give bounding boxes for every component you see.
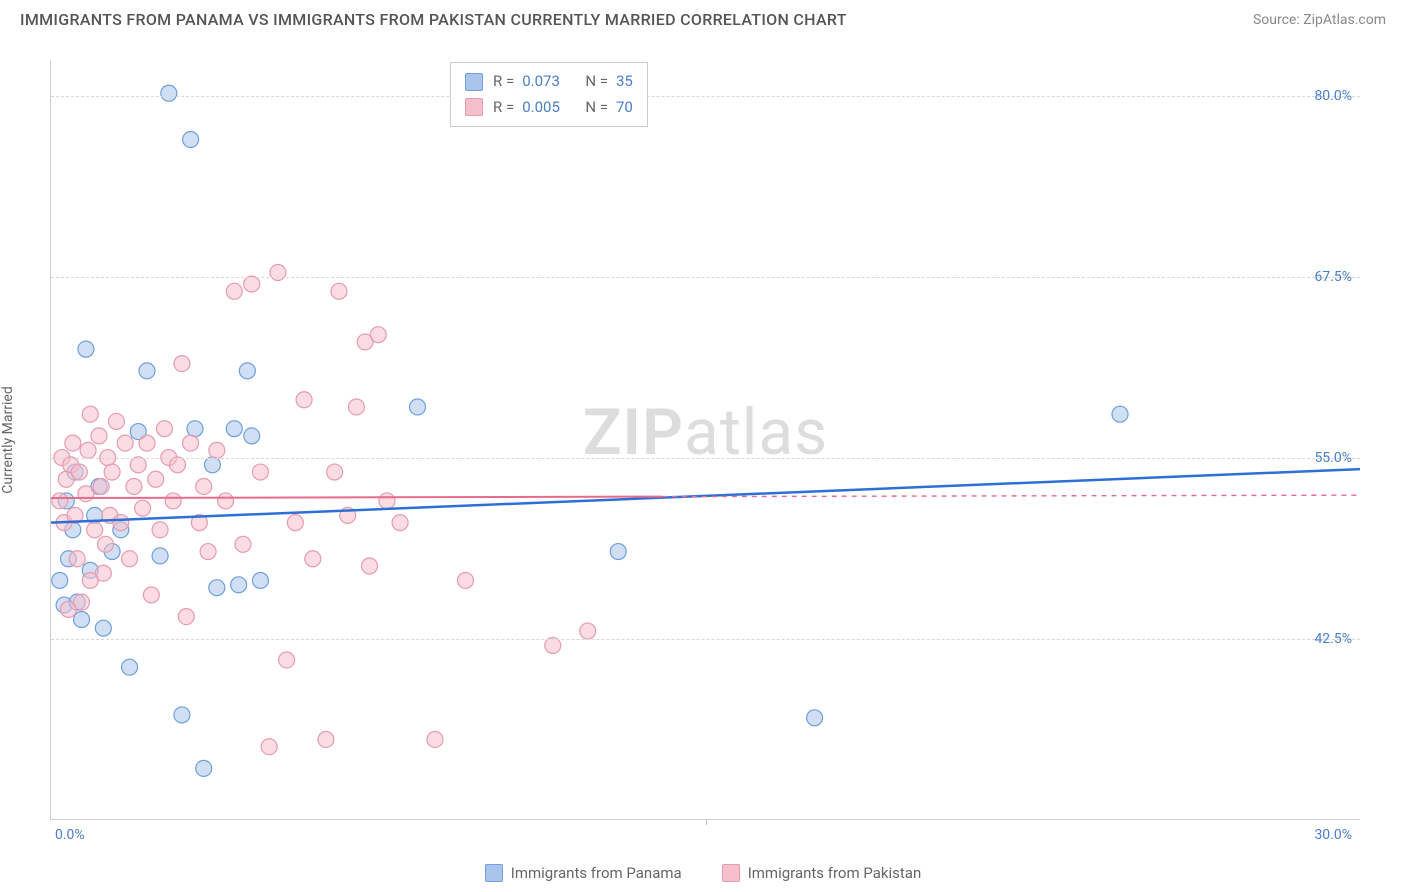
data-point [161, 85, 177, 101]
y-tick-label: 80.0% [1314, 88, 1352, 104]
y-tick-label: 42.5% [1314, 631, 1352, 647]
data-point [170, 457, 186, 473]
data-point [65, 435, 81, 451]
chart-title: IMMIGRANTS FROM PANAMA VS IMMIGRANTS FRO… [20, 10, 847, 29]
data-point [296, 392, 312, 408]
data-point [244, 276, 260, 292]
data-point [108, 413, 124, 429]
data-point [165, 493, 181, 509]
data-point [287, 515, 303, 531]
data-point [126, 478, 142, 494]
data-point [209, 442, 225, 458]
data-point [122, 551, 138, 567]
data-point [139, 435, 155, 451]
data-point [104, 464, 120, 480]
data-point [183, 132, 199, 148]
data-point [196, 760, 212, 776]
data-point [139, 363, 155, 379]
data-point [183, 435, 199, 451]
data-point [117, 435, 133, 451]
data-point [226, 421, 242, 437]
bottom-legend: Immigrants from Panama Immigrants from Pa… [0, 864, 1406, 882]
data-point [204, 457, 220, 473]
data-point [807, 710, 823, 726]
data-point [244, 428, 260, 444]
bottom-legend-item: Immigrants from Pakistan [722, 864, 922, 882]
data-point [82, 406, 98, 422]
scatter-svg [51, 60, 1360, 819]
stats-legend: R = 0.073 N = 35R = 0.005 N = 70 [450, 62, 648, 127]
data-point [370, 327, 386, 343]
stats-legend-row: R = 0.073 N = 35 [465, 69, 633, 95]
data-point [261, 739, 277, 755]
data-point [318, 731, 334, 747]
data-point [252, 464, 268, 480]
data-point [113, 515, 129, 531]
data-point [52, 493, 68, 509]
data-point [130, 457, 146, 473]
data-point [69, 551, 85, 567]
data-point [87, 522, 103, 538]
y-axis-label: Currently Married [0, 386, 16, 493]
data-point [122, 659, 138, 675]
data-point [410, 399, 426, 415]
data-point [91, 428, 107, 444]
data-point [200, 544, 216, 560]
data-point [187, 421, 203, 437]
data-point [348, 399, 364, 415]
data-point [218, 493, 234, 509]
x-tick-left: 0.0% [55, 827, 85, 843]
data-point [143, 587, 159, 603]
data-point [239, 363, 255, 379]
data-point [82, 572, 98, 588]
data-point [52, 572, 68, 588]
data-point [174, 707, 190, 723]
bottom-legend-item: Immigrants from Panama [485, 864, 682, 882]
data-point [427, 731, 443, 747]
data-point [392, 515, 408, 531]
trend-line [51, 497, 662, 498]
data-point [152, 522, 168, 538]
data-point [580, 623, 596, 639]
data-point [135, 500, 151, 516]
data-point [458, 572, 474, 588]
data-point [196, 478, 212, 494]
data-point [235, 536, 251, 552]
data-point [178, 609, 194, 625]
data-point [362, 558, 378, 574]
data-point [74, 594, 90, 610]
data-point [174, 356, 190, 372]
x-tick-right: 30.0% [1314, 827, 1352, 843]
data-point [80, 442, 96, 458]
data-point [327, 464, 343, 480]
data-point [95, 620, 111, 636]
y-tick-label: 67.5% [1314, 269, 1352, 285]
data-point [148, 471, 164, 487]
data-point [152, 548, 168, 564]
data-point [231, 577, 247, 593]
data-point [279, 652, 295, 668]
data-point [331, 283, 347, 299]
data-point [71, 464, 87, 480]
trend-line [662, 495, 1360, 496]
stats-legend-row: R = 0.005 N = 70 [465, 95, 633, 121]
data-point [1112, 406, 1128, 422]
data-point [74, 612, 90, 628]
source-label: Source: ZipAtlas.com [1253, 12, 1386, 28]
data-point [156, 421, 172, 437]
chart-plot-area: ZIPatlas 0.0% 30.0% 42.5%55.0%67.5%80.0% [50, 60, 1360, 820]
data-point [610, 544, 626, 560]
data-point [252, 572, 268, 588]
data-point [78, 341, 94, 357]
data-point [226, 283, 242, 299]
data-point [305, 551, 321, 567]
data-point [98, 536, 114, 552]
data-point [209, 580, 225, 596]
data-point [78, 486, 94, 502]
data-point [93, 478, 109, 494]
y-tick-label: 55.0% [1314, 450, 1352, 466]
data-point [379, 493, 395, 509]
